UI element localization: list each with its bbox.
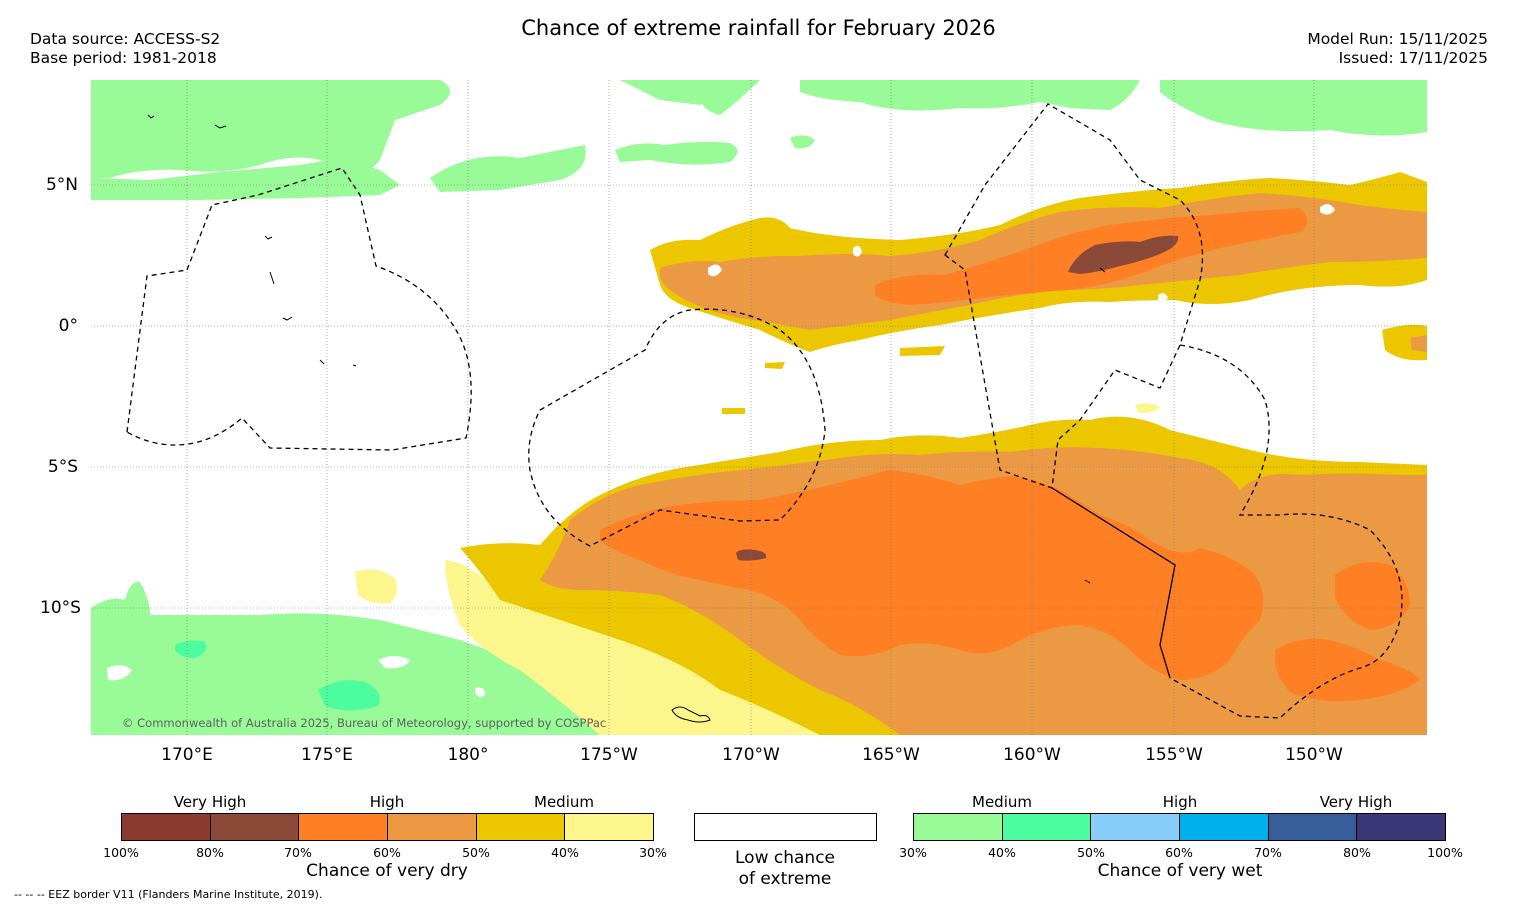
lon-label-155w: 155°W	[1145, 745, 1203, 765]
lon-label-180: 180°	[447, 745, 489, 765]
dry-tick: 30%	[639, 845, 667, 860]
dry-color-cell	[388, 814, 477, 840]
wet-color-cell	[1357, 814, 1446, 840]
low-legend-title-1: Low chance	[735, 848, 835, 868]
wet-color-cell	[914, 814, 1003, 840]
islands	[147, 114, 1106, 723]
model-run: Model Run: 15/11/2025	[1307, 30, 1488, 48]
lon-label-160w: 160°W	[1003, 745, 1061, 765]
issued-date: Issued: 17/11/2025	[1338, 49, 1488, 67]
lon-label-170w: 170°W	[722, 745, 780, 765]
map-title: Chance of extreme rainfall for February …	[521, 16, 996, 40]
lat-label-10s: 10°S	[40, 598, 81, 618]
wet-medium-south	[91, 581, 600, 735]
lon-label-175w: 175°W	[580, 745, 638, 765]
dry-tick: 70%	[284, 845, 312, 860]
wet-tick: 30%	[899, 845, 927, 860]
low-legend-title-2: of extreme	[738, 869, 832, 889]
dry-tick: 40%	[551, 845, 579, 860]
dry-category-very-high: Very High	[173, 793, 247, 811]
green-holes	[107, 656, 485, 697]
dry-color-cell	[299, 814, 389, 840]
dry-holes	[708, 204, 1335, 303]
dry-very-high	[736, 235, 1179, 561]
wet-color-cell	[1091, 814, 1181, 840]
dry-tick: 50%	[462, 845, 490, 860]
lon-label-150w: 150°W	[1285, 745, 1343, 765]
lat-label-5s: 5°S	[47, 457, 78, 477]
wet-color-cell	[1268, 814, 1358, 840]
data-source: Data source: ACCESS-S2	[30, 30, 221, 48]
base-period: Base period: 1981-2018	[30, 49, 217, 67]
dry-legend-title: Chance of very dry	[306, 861, 468, 881]
dry-category-medium: Medium	[534, 793, 594, 811]
dry-tick: 80%	[196, 845, 224, 860]
wet-tick: 50%	[1077, 845, 1105, 860]
low-chance-swatch	[694, 813, 877, 841]
wet-colorbar	[913, 813, 1446, 841]
lon-label-165w: 165°W	[862, 745, 920, 765]
wet-tick: 70%	[1254, 845, 1282, 860]
dry-color-cell	[210, 814, 300, 840]
wet-tick: 40%	[988, 845, 1016, 860]
rainfall-map	[91, 80, 1427, 735]
wet-color-cell	[1002, 814, 1092, 840]
dry-category-high: High	[369, 793, 405, 811]
dry-color-cell	[565, 814, 654, 840]
lat-label-5n: 5°N	[45, 175, 78, 195]
wet-category-medium: Medium	[972, 793, 1032, 811]
eez-solid-border	[1051, 487, 1176, 679]
lon-label-175e: 175°E	[301, 745, 353, 765]
wet-tick: 100%	[1427, 845, 1463, 860]
low-color-cell	[695, 814, 876, 840]
dry-medium-light	[355, 403, 1160, 735]
wet-category-very-high: Very High	[1319, 793, 1393, 811]
dry-colorbar	[121, 813, 654, 841]
wet-category-high: High	[1162, 793, 1198, 811]
wet-legend-title: Chance of very wet	[1097, 861, 1263, 881]
map-graticule	[91, 80, 1427, 735]
wet-tick: 60%	[1165, 845, 1193, 860]
dry-color-cell	[476, 814, 566, 840]
lat-label-0: 0°	[58, 316, 78, 336]
lon-label-170e: 170°E	[161, 745, 213, 765]
dry-tick: 60%	[373, 845, 401, 860]
dry-tick: 100%	[103, 845, 139, 860]
eez-borders	[126, 103, 1403, 719]
wet-tick: 80%	[1343, 845, 1371, 860]
wet-color-cell	[1180, 814, 1269, 840]
eez-footnote: -- -- -- EEZ border V11 (Flanders Marine…	[14, 888, 323, 901]
copyright-notice: © Commonwealth of Australia 2025, Bureau…	[122, 716, 607, 730]
wet-medium-high-patches	[175, 640, 380, 711]
dry-color-cell	[122, 814, 211, 840]
wet-medium-north	[91, 80, 1427, 200]
